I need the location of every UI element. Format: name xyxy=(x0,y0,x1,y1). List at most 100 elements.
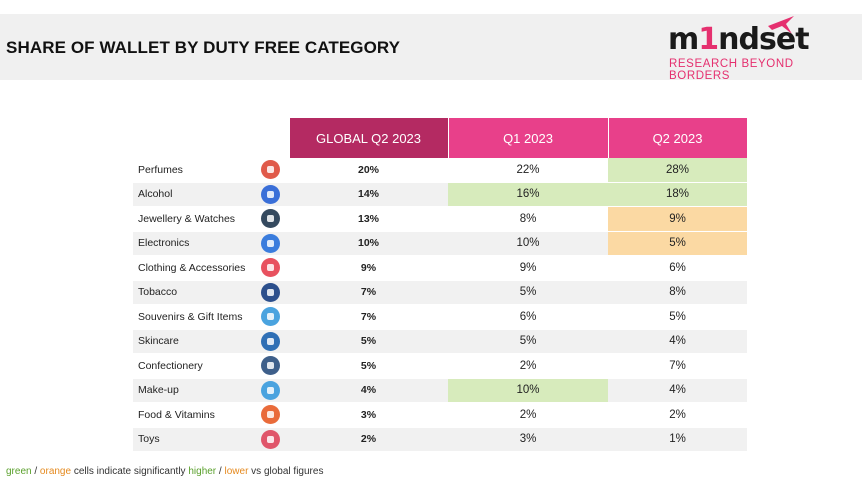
value-cell-global: 5% xyxy=(289,329,448,354)
burger-icon xyxy=(260,405,280,425)
makeup-brushes-icon xyxy=(260,380,280,400)
table-row: Electronics 10% 10% 5% xyxy=(133,231,747,256)
value-cell-global: 3% xyxy=(289,402,448,428)
table-row: Food & Vitamins 3% 2% 2% xyxy=(133,402,747,428)
category-icon-cell xyxy=(251,304,289,330)
value-cell-q2: 4% xyxy=(608,378,747,403)
value-cell-global: 13% xyxy=(289,206,448,232)
value-cell-q2: 18% xyxy=(608,182,747,207)
mindset-logo: m1ndset RESEARCH BEYOND BORDERS xyxy=(668,16,848,82)
value-cell-q2: 28% xyxy=(608,158,747,183)
share-of-wallet-table: GLOBAL Q2 2023 Q1 2023 Q2 2023 Perfumes 2… xyxy=(133,118,748,452)
value-cell-global: 10% xyxy=(289,231,448,256)
table-row: Perfumes 20% 22% 28% xyxy=(133,158,747,183)
category-label: Perfumes xyxy=(133,158,251,183)
column-header-q2: Q2 2023 xyxy=(608,118,748,158)
logo-text-1: 1 xyxy=(698,22,719,57)
footnote-sep: / xyxy=(31,466,40,477)
value-cell-q1: 5% xyxy=(448,280,608,305)
value-cell-q1: 2% xyxy=(448,402,608,428)
toy-icon xyxy=(260,429,280,449)
value-cell-q1: 16% xyxy=(448,182,608,207)
value-cell-q2: 8% xyxy=(608,280,747,305)
value-cell-q1: 10% xyxy=(448,378,608,403)
category-icon-cell xyxy=(251,255,289,281)
perfume-icon xyxy=(260,160,280,180)
table-row: Toys 2% 3% 1% xyxy=(133,427,747,452)
cocktail-icon xyxy=(260,184,280,204)
value-cell-global: 4% xyxy=(289,378,448,403)
value-cell-q1: 2% xyxy=(448,353,608,379)
footnote-lower: lower xyxy=(224,466,249,477)
logo-text-m: m xyxy=(668,22,699,57)
category-label: Alcohol xyxy=(133,182,251,207)
table-row: Confectionery 5% 2% 7% xyxy=(133,353,747,379)
dress-icon xyxy=(260,258,280,278)
table-row: Alcohol 14% 16% 18% xyxy=(133,182,747,207)
category-icon-cell xyxy=(251,353,289,379)
value-cell-q1: 9% xyxy=(448,255,608,281)
plane-icon xyxy=(768,16,794,34)
value-cell-q2: 1% xyxy=(608,427,747,452)
category-label: Make-up xyxy=(133,378,251,403)
category-label: Clothing & Accessories xyxy=(133,255,251,281)
value-cell-q2: 5% xyxy=(608,304,747,330)
footnote-mid: cells indicate significantly xyxy=(71,466,189,477)
footnote-higher: higher xyxy=(188,466,217,477)
footnote-orange: orange xyxy=(39,466,72,477)
header-blank-icon xyxy=(251,118,290,158)
page-title: SHARE OF WALLET BY DUTY FREE CATEGORY xyxy=(6,38,401,57)
value-cell-q1: 5% xyxy=(448,329,608,354)
header-blank xyxy=(133,118,252,158)
value-cell-q1: 10% xyxy=(448,231,608,256)
footnote: green / orange cells indicate significan… xyxy=(6,466,323,477)
value-cell-global: 2% xyxy=(289,427,448,452)
necklace-icon xyxy=(260,209,280,229)
chocolate-icon xyxy=(260,356,280,376)
value-cell-global: 20% xyxy=(289,158,448,183)
category-label: Jewellery & Watches xyxy=(133,206,251,232)
category-label: Electronics xyxy=(133,231,251,256)
snow-globe-icon xyxy=(260,307,280,327)
table-row: Tobacco 7% 5% 8% xyxy=(133,280,747,305)
category-label: Skincare xyxy=(133,329,251,354)
value-cell-q2: 7% xyxy=(608,353,747,379)
header-band xyxy=(0,14,862,80)
table-row: Clothing & Accessories 9% 9% 6% xyxy=(133,255,747,281)
value-cell-q2: 5% xyxy=(608,231,747,256)
table-row: Skincare 5% 5% 4% xyxy=(133,329,747,354)
value-cell-q1: 6% xyxy=(448,304,608,330)
value-cell-global: 7% xyxy=(289,304,448,330)
value-cell-q1: 3% xyxy=(448,427,608,452)
table-header-row: GLOBAL Q2 2023 Q1 2023 Q2 2023 xyxy=(133,118,748,158)
value-cell-q2: 9% xyxy=(608,206,747,232)
value-cell-q2: 2% xyxy=(608,402,747,428)
table-row: Jewellery & Watches 13% 8% 9% xyxy=(133,206,747,232)
logo-text-nd: nd xyxy=(718,22,760,57)
value-cell-global: 14% xyxy=(289,182,448,207)
value-cell-global: 5% xyxy=(289,353,448,379)
category-icon-cell xyxy=(251,329,289,354)
category-icon-cell xyxy=(251,280,289,305)
category-icon-cell xyxy=(251,378,289,403)
category-icon-cell xyxy=(251,182,289,207)
table-row: Make-up 4% 10% 4% xyxy=(133,378,747,403)
category-icon-cell xyxy=(251,206,289,232)
footnote-green: green xyxy=(6,466,32,477)
category-label: Tobacco xyxy=(133,280,251,305)
column-header-q1: Q1 2023 xyxy=(448,118,609,158)
logo-tagline: RESEARCH BEYOND BORDERS xyxy=(669,58,794,82)
category-icon-cell xyxy=(251,158,289,183)
category-label: Confectionery xyxy=(133,353,251,379)
column-header-global: GLOBAL Q2 2023 xyxy=(289,118,449,158)
value-cell-global: 9% xyxy=(289,255,448,281)
category-label: Food & Vitamins xyxy=(133,402,251,428)
category-icon-cell xyxy=(251,402,289,428)
value-cell-q2: 4% xyxy=(608,329,747,354)
category-label: Souvenirs & Gift Items xyxy=(133,304,251,330)
tablet-icon xyxy=(260,233,280,253)
value-cell-q1: 22% xyxy=(448,158,608,183)
logo-wordmark: m1ndset xyxy=(668,22,810,57)
table-row: Souvenirs & Gift Items 7% 6% 5% xyxy=(133,304,747,330)
value-cell-q2: 6% xyxy=(608,255,747,281)
